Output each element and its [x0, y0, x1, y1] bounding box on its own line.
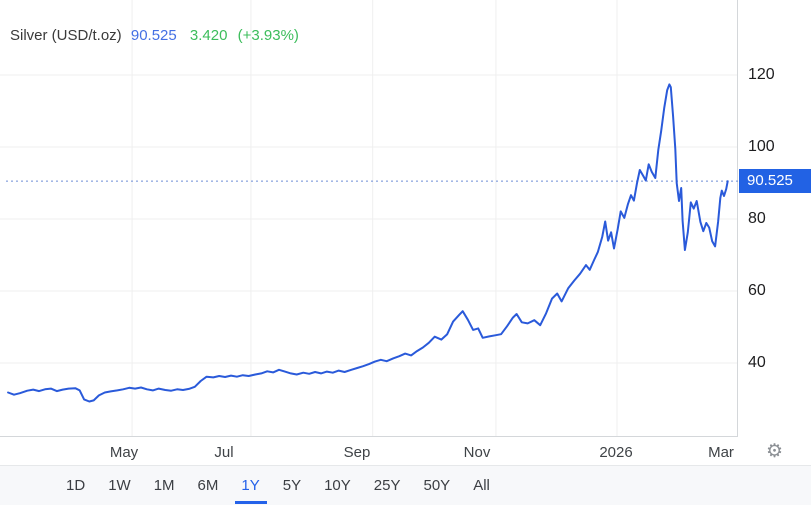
- timeframe-toolbar: 1D 1W 1M 6M 1Y 5Y 10Y 25Y 50Y All: [0, 466, 811, 505]
- y-axis-label: 60: [748, 282, 766, 299]
- x-axis-label-mar: Mar: [708, 444, 734, 461]
- x-axis-label-sep: Sep: [343, 444, 371, 461]
- instrument-title: Silver (USD/t.oz): [10, 27, 122, 44]
- settings-gear-icon[interactable]: ⚙: [766, 441, 784, 462]
- instrument-change-percent: (+3.93%): [237, 27, 299, 44]
- y-axis-label: 100: [748, 138, 775, 155]
- timeframe-button-6m[interactable]: 6M: [197, 477, 219, 494]
- timeframe-button-1m[interactable]: 1M: [153, 477, 175, 494]
- timeframe-button-1w[interactable]: 1W: [108, 477, 131, 494]
- timeframe-button-10y[interactable]: 10Y: [324, 477, 351, 494]
- timeframe-button-5y[interactable]: 5Y: [282, 477, 302, 494]
- y-axis-label: 80: [748, 210, 766, 227]
- x-axis-label-nov: Nov: [463, 444, 491, 461]
- timeframe-button-50y[interactable]: 50Y: [423, 477, 451, 494]
- price-line-chart[interactable]: [0, 0, 738, 437]
- timeframe-button-1y[interactable]: 1Y: [241, 466, 259, 505]
- silver-price-line: [7, 83, 729, 403]
- x-axis-label-2026: 2026: [599, 444, 633, 461]
- chart-area[interactable]: [0, 0, 738, 437]
- timeframe-button-1d[interactable]: 1D: [66, 477, 86, 494]
- timeframe-button-25y[interactable]: 25Y: [373, 477, 401, 494]
- x-axis-label-jul: Jul: [214, 444, 234, 461]
- timeframe-button-all[interactable]: All: [473, 477, 490, 494]
- y-axis-label: 40: [748, 354, 766, 371]
- current-price-badge: 90.525: [739, 169, 811, 193]
- instrument-change: 3.420: [189, 27, 228, 44]
- toolbar-divider: [0, 465, 811, 466]
- x-axis-label-may: May: [109, 444, 139, 461]
- y-axis-label: 120: [748, 66, 775, 83]
- instrument-header: Silver (USD/t.oz) 90.525 3.420 (+3.93%): [10, 27, 299, 44]
- instrument-last-price: 90.525: [130, 27, 177, 44]
